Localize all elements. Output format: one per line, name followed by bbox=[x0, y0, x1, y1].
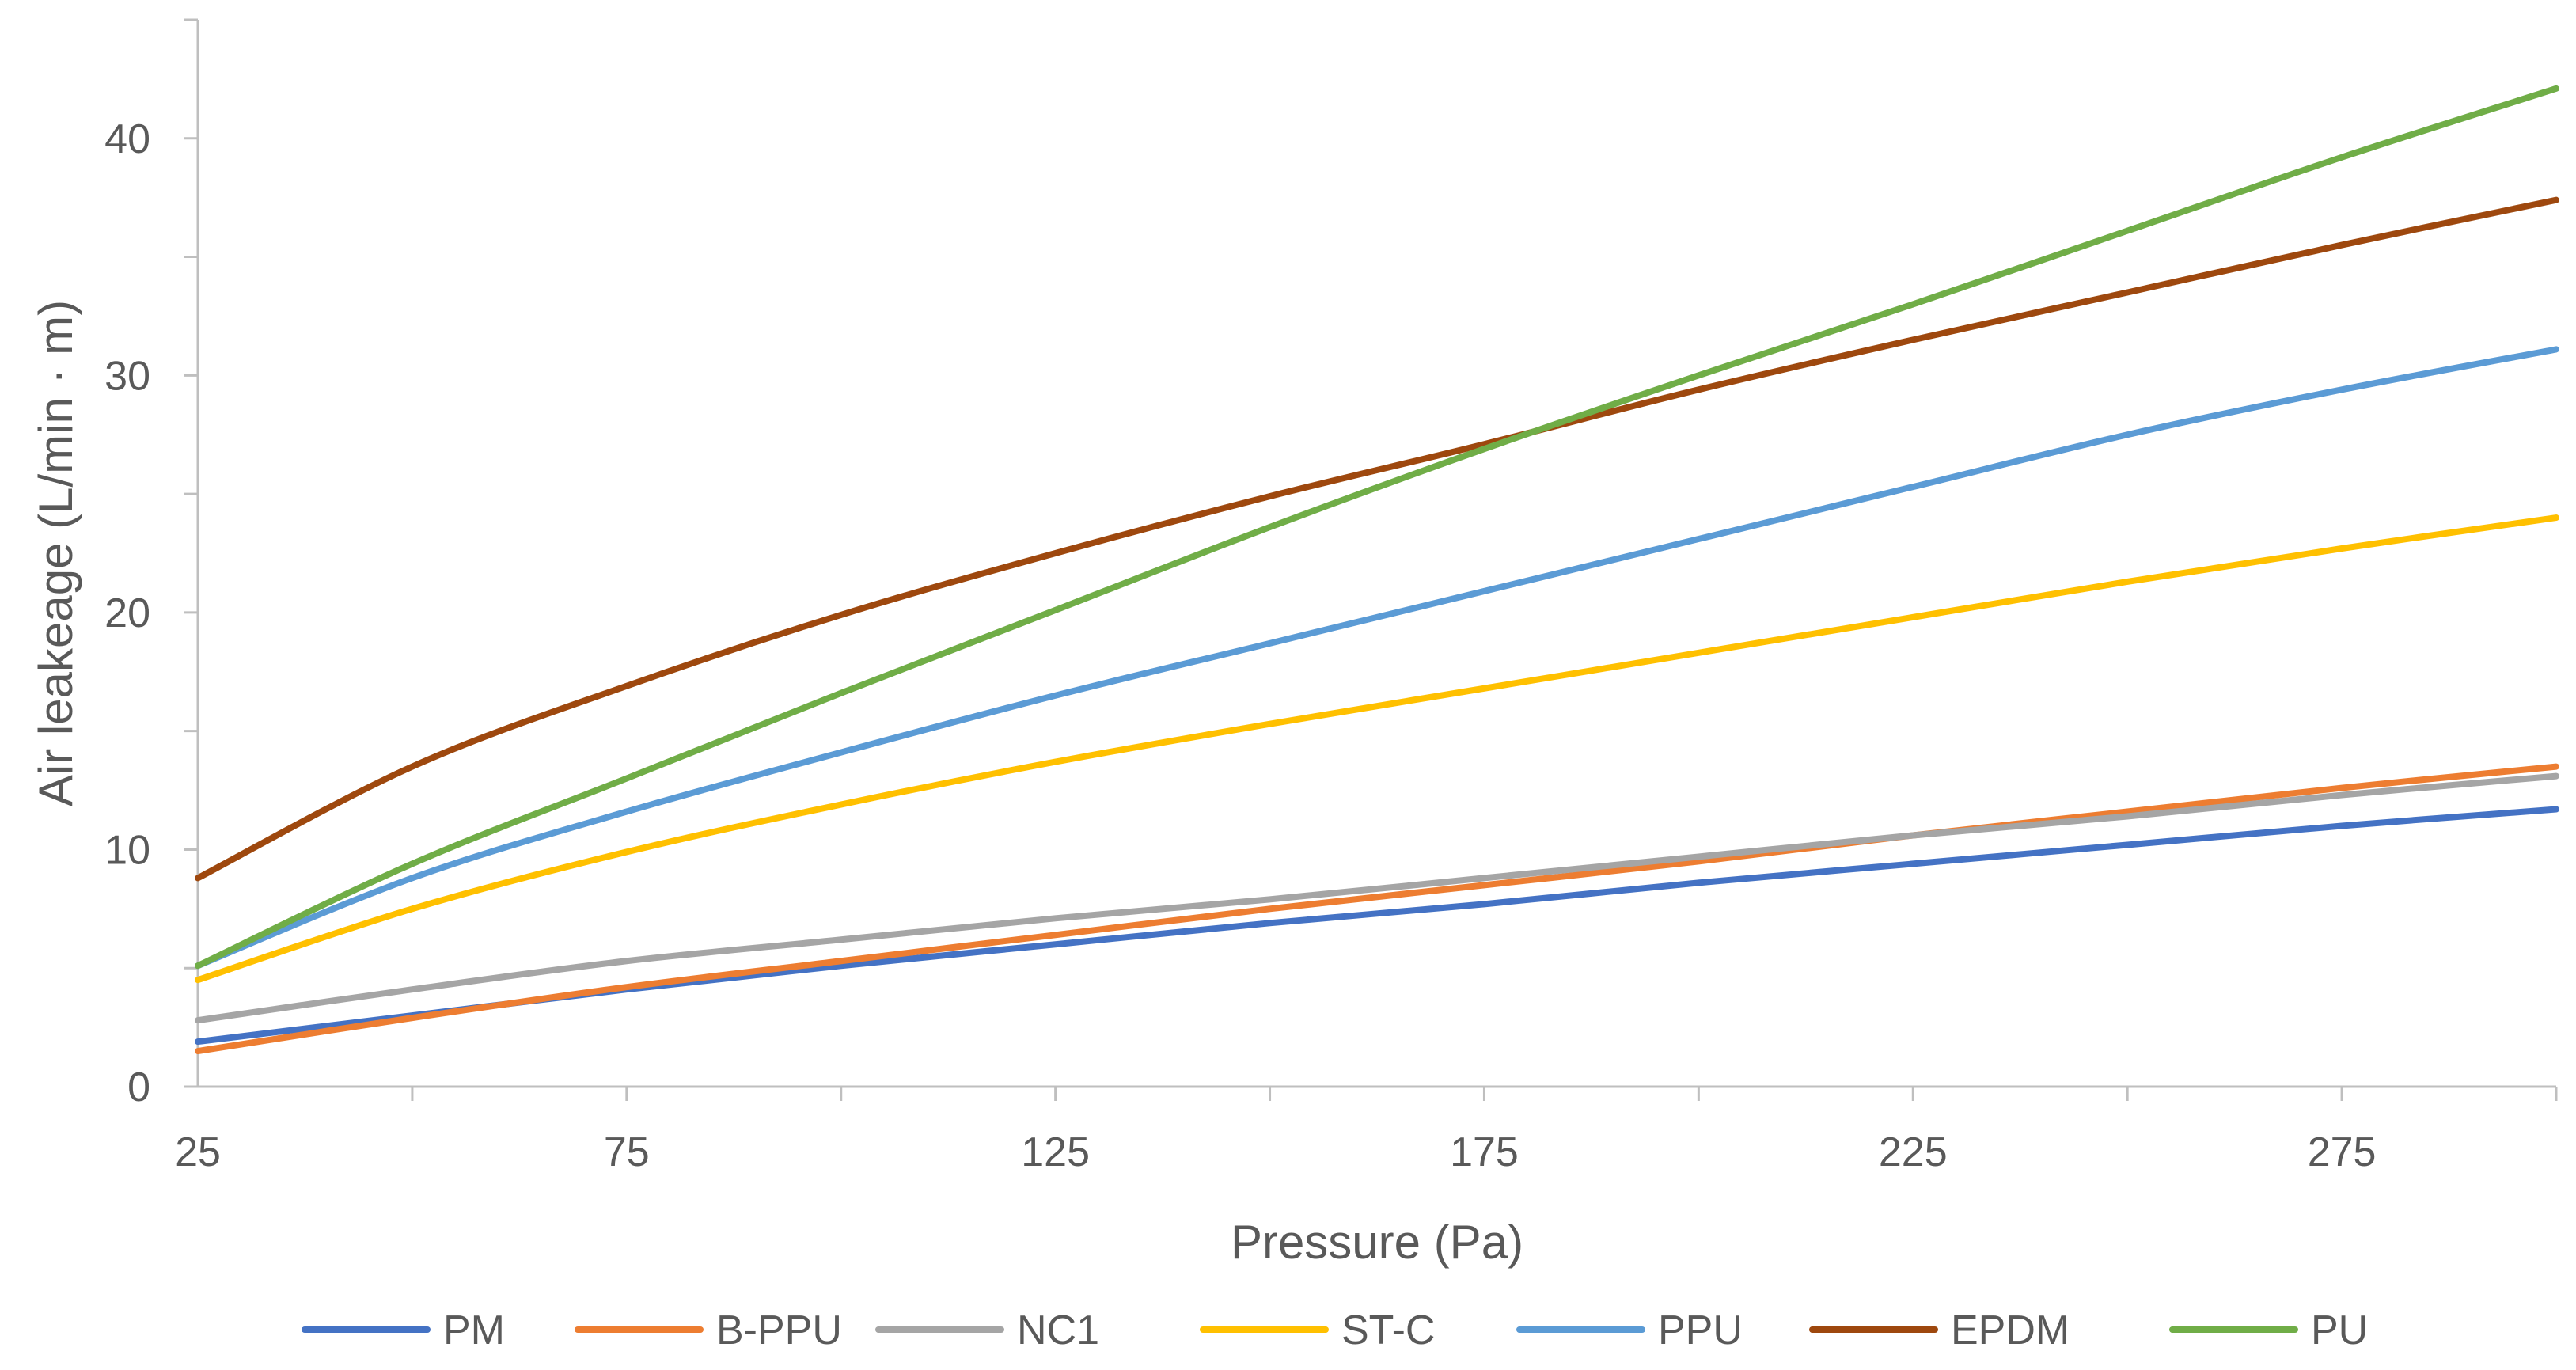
y-axis-title: Air leakeage (L/min · m) bbox=[29, 300, 82, 806]
legend-label-ppu: PPU bbox=[1658, 1307, 1743, 1353]
legend-label-nc1: NC1 bbox=[1017, 1307, 1099, 1353]
y-tick-label: 40 bbox=[104, 116, 150, 162]
legend-label-st-c: ST-C bbox=[1341, 1307, 1435, 1353]
series-line-epdm bbox=[195, 196, 2559, 882]
x-axis-ticks: 25 75 125 175 225 275 bbox=[175, 1087, 2558, 1175]
series-line-nc1 bbox=[195, 772, 2559, 1024]
series-line-pu bbox=[195, 85, 2559, 970]
y-tick-label: 20 bbox=[104, 590, 150, 636]
x-tick-label: 275 bbox=[2308, 1129, 2377, 1175]
series-line-ppu bbox=[195, 346, 2559, 970]
x-tick-label: 175 bbox=[1450, 1129, 1519, 1175]
y-tick-label: 0 bbox=[127, 1065, 150, 1110]
legend: PM B-PPU NC1 ST-C PPU EPDM PU bbox=[302, 1307, 2368, 1353]
legend-label-pu: PU bbox=[2311, 1307, 2368, 1353]
x-axis-title: Pressure (Pa) bbox=[1231, 1216, 1523, 1269]
series-line-b-ppu bbox=[195, 763, 2559, 1055]
series-line-pm bbox=[195, 806, 2559, 1046]
x-tick-label: 25 bbox=[175, 1129, 221, 1175]
x-tick-label: 225 bbox=[1879, 1129, 1948, 1175]
x-tick-label: 75 bbox=[604, 1129, 650, 1175]
legend-label-pm: PM bbox=[443, 1307, 505, 1353]
legend-label-epdm: EPDM bbox=[1951, 1307, 2070, 1353]
y-axis-ticks: 0 10 20 30 40 bbox=[104, 18, 198, 1110]
axes bbox=[196, 20, 2556, 1088]
x-tick-label: 125 bbox=[1021, 1129, 1090, 1175]
y-tick-label: 30 bbox=[104, 353, 150, 399]
series-line-st-c bbox=[195, 514, 2559, 984]
y-tick-label: 10 bbox=[104, 827, 150, 873]
legend-label-b-ppu: B-PPU bbox=[716, 1307, 842, 1353]
series-lines bbox=[195, 85, 2559, 1055]
